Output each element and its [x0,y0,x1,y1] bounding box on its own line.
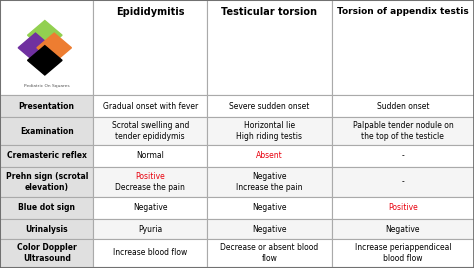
Text: Epididymitis: Epididymitis [116,7,184,17]
Text: Absent: Absent [256,151,283,161]
Bar [0,219,93,239]
Text: Pediatric On Squares: Pediatric On Squares [24,84,70,88]
Bar [207,167,332,197]
Bar [93,239,207,267]
Bar [332,167,474,197]
Bar [93,197,207,219]
Bar [332,95,474,117]
Text: -: - [401,177,404,187]
Text: Horizontal lie
High riding testis: Horizontal lie High riding testis [237,121,302,141]
Bar [93,167,207,197]
Text: Gradual onset with fever: Gradual onset with fever [103,102,198,111]
Text: Decrease the pain: Decrease the pain [115,183,185,192]
Bar [0,95,93,117]
Text: Increase blood flow: Increase blood flow [113,248,187,258]
Text: Negative: Negative [252,225,287,233]
Text: Scrotal swelling and
tender epididymis: Scrotal swelling and tender epididymis [111,121,189,141]
Polygon shape [27,46,62,75]
Bar [332,0,474,95]
Bar [332,117,474,145]
Text: Color Doppler
Ultrasound: Color Doppler Ultrasound [17,243,77,263]
Bar [0,145,93,167]
Text: Severe sudden onset: Severe sudden onset [229,102,310,111]
Bar [0,239,93,267]
Text: Increase the pain: Increase the pain [236,183,303,192]
Bar [207,197,332,219]
Text: Palpable tender nodule on
the top of the testicle: Palpable tender nodule on the top of the… [353,121,453,141]
Bar [0,197,93,219]
Bar [207,0,332,95]
Bar [332,145,474,167]
Bar [207,267,332,268]
Text: Negative: Negative [252,172,287,181]
Text: Negative: Negative [133,203,167,213]
Text: Pyuria: Pyuria [138,225,163,233]
Text: Testicular torsion: Testicular torsion [221,7,318,17]
Text: Negative: Negative [386,225,420,233]
Bar [207,95,332,117]
Bar [0,0,474,95]
Bar [332,239,474,267]
Polygon shape [37,33,72,62]
Bar [93,95,207,117]
Text: Sudden onset: Sudden onset [377,102,429,111]
Bar [207,117,332,145]
Text: Positive: Positive [388,203,418,213]
Bar [0,267,93,268]
Text: Positive: Positive [136,172,165,181]
Text: -: - [401,151,404,161]
Bar [93,145,207,167]
Polygon shape [18,33,53,62]
Bar [0,0,93,95]
Bar [0,167,93,197]
Bar [332,197,474,219]
Text: Cremasteric reflex: Cremasteric reflex [7,151,87,161]
Text: Blue dot sign: Blue dot sign [18,203,75,213]
Text: Examination: Examination [20,126,73,136]
Bar [93,267,207,268]
Text: Negative: Negative [252,203,287,213]
Bar [207,219,332,239]
Polygon shape [27,21,62,50]
Bar [93,117,207,145]
Bar [0,117,93,145]
Bar [207,145,332,167]
Bar [332,267,474,268]
Text: Prehn sign (scrotal
elevation): Prehn sign (scrotal elevation) [6,172,88,192]
Text: Normal: Normal [137,151,164,161]
Text: Urinalysis: Urinalysis [26,225,68,233]
Text: Decrease or absent blood
flow: Decrease or absent blood flow [220,243,319,263]
Bar [207,239,332,267]
Bar [332,219,474,239]
Text: Presentation: Presentation [18,102,75,111]
Bar [93,0,207,95]
Bar [93,219,207,239]
Text: Increase periappendiceal
blood flow: Increase periappendiceal blood flow [355,243,451,263]
Text: Torsion of appendix testis: Torsion of appendix testis [337,7,469,16]
